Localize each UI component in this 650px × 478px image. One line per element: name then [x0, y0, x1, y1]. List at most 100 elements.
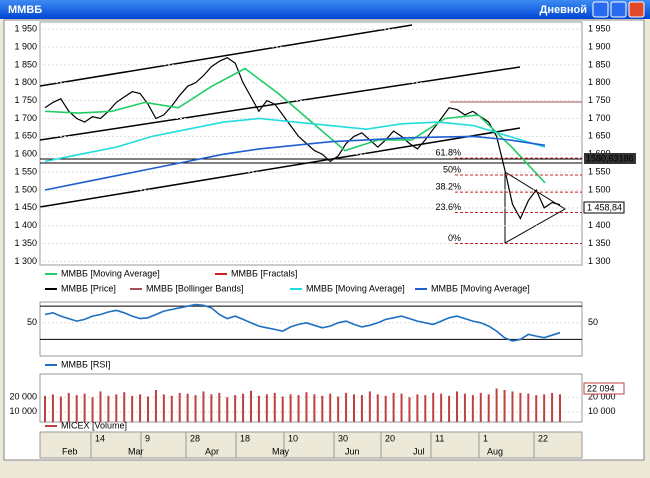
legend-label: ММВБ [RSI] [61, 359, 110, 369]
volume-bar [527, 393, 530, 422]
day-label: 10 [288, 433, 298, 443]
volume-bar [479, 392, 482, 422]
day-label: 11 [435, 433, 444, 443]
volume-bar [257, 395, 260, 422]
volume-bar [44, 395, 46, 422]
legend-label: ММВБ [Moving Average] [431, 283, 530, 293]
volume-bar [456, 391, 458, 422]
volume-bar [519, 392, 522, 422]
day-label: 18 [240, 433, 250, 443]
y-tick-label: 1 900 [588, 41, 611, 51]
y-tick-label: 1 950 [588, 24, 611, 34]
volume-bar [353, 394, 355, 422]
volume-bar [297, 395, 300, 422]
price-label: 1 458,84 [587, 202, 622, 212]
volume-bar [392, 392, 395, 422]
day-label: 28 [190, 433, 200, 443]
y-tick-label: 1 500 [14, 184, 37, 194]
volume-bar [376, 394, 379, 422]
volume-bar [170, 395, 173, 422]
y-tick-label: 1 700 [14, 113, 37, 123]
rsi-plot [39, 301, 583, 357]
volume-bar [289, 394, 292, 422]
volume-plot [39, 373, 583, 423]
volume-bar [234, 395, 237, 422]
volume-bar [67, 392, 70, 422]
y-tick-label: 1 300 [588, 256, 611, 266]
fib-label: 61.8% [435, 148, 461, 158]
date-axis [39, 431, 583, 459]
volume-bar [178, 392, 181, 422]
y-tick-label: 1 650 [588, 131, 611, 141]
volume-bar [337, 396, 340, 422]
volume-bar [487, 394, 490, 422]
close-button[interactable] [628, 1, 645, 18]
y-tick-label: 1 900 [14, 41, 37, 51]
y-tick-label: 1 800 [14, 77, 37, 87]
volume-bar [162, 394, 165, 422]
volume-bar [368, 391, 371, 422]
fib-label: 50% [443, 164, 461, 174]
volume-bar [99, 391, 102, 422]
legend-label: ММВБ [Bollinger Bands] [146, 283, 243, 293]
volume-bar [59, 396, 62, 422]
y-tick-label: 1 950 [14, 24, 37, 34]
y-tick-label: 1 600 [14, 149, 37, 159]
volume-bar [194, 395, 197, 422]
chart-area [3, 19, 645, 461]
channel-line [39, 127, 521, 208]
volume-bar [503, 390, 506, 422]
y-tick-label: 10 000 [9, 406, 37, 416]
volume-bar [329, 393, 332, 422]
volume-bar [471, 395, 474, 422]
series-line [44, 303, 561, 342]
y-tick-label: 1 650 [14, 131, 37, 141]
y-tick-label: 1 400 [14, 220, 37, 230]
y-tick-label: 1 800 [588, 77, 611, 87]
volume-bar [432, 392, 435, 422]
volume-bar [202, 391, 205, 422]
y-tick-label: 20 000 [9, 392, 37, 402]
volume-bar [51, 394, 54, 422]
volume-bar [400, 393, 403, 422]
y-tick-label: 20 000 [588, 392, 616, 402]
fib-label: 38.2% [435, 181, 461, 191]
y-tick-label: 1 350 [14, 238, 37, 248]
volume-bar [131, 395, 134, 422]
volume-bar [408, 397, 411, 422]
y-tick-label: 1 850 [14, 59, 37, 69]
series-line [44, 57, 561, 220]
legend-label: MICEX [Volume] [61, 420, 127, 430]
volume-bar [123, 392, 126, 422]
fib-label: 0% [448, 233, 461, 243]
maximize-button[interactable] [610, 1, 627, 18]
price-marker [584, 153, 636, 164]
y-tick-label: 1 500 [588, 184, 611, 194]
series-line [44, 117, 546, 163]
y-tick-label: 1 450 [14, 202, 37, 212]
volume-bar [495, 388, 498, 422]
volume-bar [424, 395, 427, 422]
y-tick-label: 1 700 [588, 113, 611, 123]
series-line [44, 67, 546, 184]
y-tick-label: 1 550 [14, 166, 37, 176]
volume-bar [147, 396, 149, 422]
y-tick-label: 10 000 [588, 406, 616, 416]
volume-bar [107, 395, 110, 422]
day-label: 9 [145, 433, 150, 443]
series-line [44, 135, 546, 191]
volume-bar [313, 394, 316, 422]
title-bar [0, 0, 650, 19]
volume-bar [139, 394, 142, 422]
price-plot [39, 21, 583, 266]
day-label: 14 [95, 433, 105, 443]
volume-bar [448, 395, 451, 422]
volume-bar [91, 397, 94, 422]
volume-bar [305, 392, 308, 422]
month-label: May [272, 446, 290, 456]
volume-bar [265, 394, 268, 422]
y-tick-label: 1 850 [588, 59, 611, 69]
minimize-button[interactable] [592, 1, 609, 18]
y-tick-label: 1 750 [588, 95, 611, 105]
